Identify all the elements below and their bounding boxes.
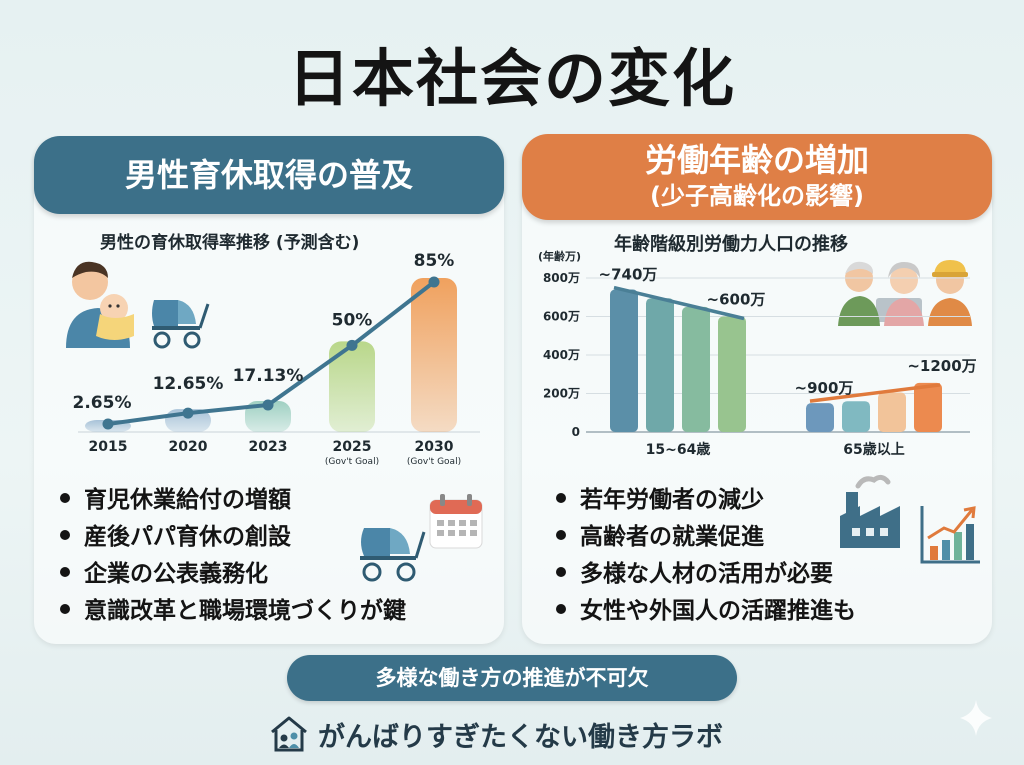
bullet-dot — [60, 529, 70, 540]
y-axis-label: (年齢万) — [538, 249, 581, 263]
bullet-dot — [556, 492, 566, 503]
bullet-dot — [60, 603, 70, 614]
bar-65歳以上-3 — [914, 382, 942, 432]
data-label: 12.65% — [153, 374, 224, 394]
factory-icon — [840, 474, 900, 548]
group-trend-line — [613, 285, 745, 321]
parent-baby-icon — [66, 261, 134, 348]
annotation-label: ~900万 — [795, 379, 854, 397]
bar-2023 — [245, 400, 291, 432]
annotation-label: ~740万 — [599, 266, 658, 284]
y-tick-label: 0 — [572, 425, 580, 439]
page-title: 日本社会の変化 — [287, 42, 736, 115]
annotation-label: ~1200万 — [907, 357, 976, 375]
data-label: 50% — [332, 310, 373, 330]
bullet-dot — [556, 566, 566, 577]
labor-chart-title: 年齢階級別労働力人口の推移 — [614, 234, 848, 255]
bar-15~64歳-3 — [718, 316, 746, 432]
childcare-bullet-list: 育児休業給付の増額 産後パパ育休の創設 企業の公表義務化 意識改革と職場環境づく… — [60, 482, 406, 630]
stroller-icon — [360, 528, 426, 582]
list-item: 育児休業給付の増額 — [60, 482, 406, 519]
annotation-label: ~600万 — [707, 291, 766, 309]
list-item: 企業の公表義務化 — [60, 556, 406, 593]
bar-15~64歳-0 — [610, 289, 638, 432]
group-label: 15~64歳 — [646, 441, 711, 458]
bullet-dot — [556, 529, 566, 540]
y-tick-label: 600万 — [543, 310, 580, 324]
group-label: 65歳以上 — [843, 441, 904, 458]
list-item: 多様な人材の活用が必要 — [556, 556, 856, 593]
labor-age-banner-title: 労働年齢の増加 — [644, 141, 869, 179]
data-label: 2.65% — [73, 393, 132, 413]
labor-bullet-list: 若年労働者の減少 高齢者の就業促進 多様な人材の活用が必要 女性や外国人の活躍推… — [556, 482, 856, 630]
x-tick-sublabel: (Gov't Goal) — [325, 457, 379, 467]
x-tick-label: 2020 — [169, 439, 208, 455]
growth-chart-icon — [920, 506, 980, 564]
labor-age-banner-subtitle: (少子高齢化の影響) — [650, 182, 864, 210]
list-item: 産後パパ育休の創設 — [60, 519, 406, 556]
footer-brand: がんばりすぎたくない働き方ラボ — [268, 712, 723, 756]
bar-65歳以上-1 — [842, 401, 870, 432]
list-item: 女性や外国人の活躍推進も — [556, 593, 856, 630]
labor-age-banner: 労働年齢の増加 (少子高齢化の影響) — [522, 134, 992, 220]
bar-2030 — [411, 278, 457, 432]
x-tick-sublabel: (Gov't Goal) — [407, 457, 461, 467]
childcare-leave-chart: 2015 2020 2023 2025 (Gov't Goal) 2030 (Gov't G… — [73, 251, 480, 467]
bar-15~64歳-1 — [646, 298, 674, 432]
y-tick-label: 400万 — [543, 348, 580, 362]
bullet-dot — [60, 492, 70, 503]
labor-force-chart: (年齢万) 0 200万 400万 600万 800万 15~64歳 ~740万 ~600万 65… — [538, 249, 977, 458]
bullet-dot — [60, 566, 70, 577]
sparkle-icon — [960, 700, 992, 736]
group-trend-line — [809, 383, 941, 403]
trend-point — [102, 418, 114, 430]
trend-point — [346, 339, 358, 351]
trend-point — [182, 407, 194, 419]
data-label: 85% — [414, 251, 455, 271]
key-message-pill: 多様な働き方の推進が不可欠 — [287, 655, 737, 701]
trend-point — [262, 399, 274, 411]
childcare-leave-banner: 男性育休取得の普及 — [34, 136, 504, 214]
house-people-icon — [271, 716, 307, 752]
x-tick-label: 2023 — [249, 439, 288, 455]
list-item: 若年労働者の減少 — [556, 482, 856, 519]
childcare-chart-title: 男性の育休取得率推移 (予測含む) — [100, 233, 360, 253]
x-tick-label: 2025 — [333, 439, 372, 455]
labor-age-panel — [522, 138, 992, 644]
y-tick-label: 800万 — [543, 271, 580, 285]
x-tick-label: 2015 — [89, 439, 128, 455]
list-item: 高齢者の就業促進 — [556, 519, 856, 556]
calendar-icon — [429, 494, 483, 549]
y-tick-label: 200万 — [543, 387, 580, 401]
bullet-dot — [556, 603, 566, 614]
data-label: 17.13% — [233, 366, 304, 386]
bar-65歳以上-2 — [878, 392, 906, 432]
x-tick-label: 2030 — [415, 439, 454, 455]
footer-text: がんばりすぎたくない働き方ラボ — [318, 721, 723, 753]
bar-65歳以上-0 — [806, 403, 834, 432]
bar-2025 — [329, 341, 375, 432]
trend-point — [428, 276, 440, 288]
list-item: 意識改革と職場環境づくりが鍵 — [60, 593, 406, 630]
bar-15~64歳-2 — [682, 306, 710, 432]
stroller-icon — [152, 300, 210, 349]
